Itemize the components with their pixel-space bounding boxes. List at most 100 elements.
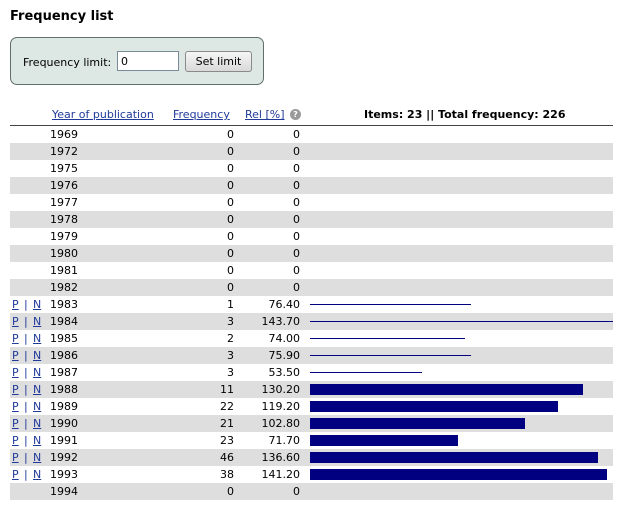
negative-filter-link[interactable]: N xyxy=(33,400,42,413)
year-cell: 1977 xyxy=(50,196,78,209)
link-separator: | xyxy=(24,366,28,379)
frequency-cell: 0 xyxy=(227,213,234,226)
rel-cell: 102.80 xyxy=(261,417,301,430)
rel-cell: 0 xyxy=(293,230,300,243)
table-row: P | N 1992 46 136.60 xyxy=(10,449,613,466)
year-cell: 1994 xyxy=(50,485,78,498)
frequency-cell: 0 xyxy=(227,264,234,277)
positive-filter-link[interactable]: P xyxy=(12,332,19,345)
table-row: P | N 1987 3 53.50 xyxy=(10,364,613,381)
items-summary: Items: 23 || Total frequency: 226 xyxy=(364,108,566,121)
negative-filter-link[interactable]: N xyxy=(33,468,42,481)
frequency-cell: 21 xyxy=(220,417,234,430)
set-limit-button[interactable]: Set limit xyxy=(185,51,252,72)
link-separator: | xyxy=(24,298,28,311)
rel-cell: 0 xyxy=(293,264,300,277)
table-row: 1982 0 0 xyxy=(10,279,613,296)
table-row: P | N 1989 22 119.20 xyxy=(10,398,613,415)
frequency-cell: 46 xyxy=(220,451,234,464)
year-cell: 1993 xyxy=(50,468,78,481)
sort-frequency-link[interactable]: Frequency xyxy=(173,108,230,121)
frequency-cell: 0 xyxy=(227,196,234,209)
frequency-cell: 0 xyxy=(227,179,234,192)
rel-cell: 119.20 xyxy=(261,400,301,413)
frequency-cell: 3 xyxy=(227,366,234,379)
negative-filter-link[interactable]: N xyxy=(33,451,42,464)
rel-cell: 76.40 xyxy=(268,298,301,311)
rel-cell: 75.90 xyxy=(268,349,301,362)
positive-filter-link[interactable]: P xyxy=(12,366,19,379)
frequency-cell: 0 xyxy=(227,145,234,158)
year-cell: 1987 xyxy=(50,366,78,379)
relative-frequency-bar xyxy=(310,469,607,480)
rel-cell: 141.20 xyxy=(261,468,301,481)
table-row: 1980 0 0 xyxy=(10,245,613,262)
rel-cell: 0 xyxy=(293,247,300,260)
negative-filter-link[interactable]: N xyxy=(33,417,42,430)
negative-filter-link[interactable]: N xyxy=(33,349,42,362)
frequency-table: 1969 0 0 1972 0 0 1975 0 0 1976 0 0 1977 0 0 1978 0 0 1979… xyxy=(10,126,613,500)
year-cell: 1983 xyxy=(50,298,78,311)
link-separator: | xyxy=(24,451,28,464)
relative-frequency-bar xyxy=(310,435,458,446)
negative-filter-link[interactable]: N xyxy=(33,332,42,345)
year-cell: 1991 xyxy=(50,434,78,447)
sort-rel-link[interactable]: Rel [%] xyxy=(245,108,285,121)
table-row: P | N 1984 3 143.70 xyxy=(10,313,613,330)
positive-filter-link[interactable]: P xyxy=(12,451,19,464)
link-separator: | xyxy=(24,349,28,362)
relative-frequency-bar xyxy=(310,372,422,373)
frequency-limit-label: Frequency limit: xyxy=(23,56,112,69)
positive-filter-link[interactable]: P xyxy=(12,298,19,311)
rel-cell: 143.70 xyxy=(261,315,301,328)
link-separator: | xyxy=(24,468,28,481)
year-cell: 1969 xyxy=(50,128,78,141)
positive-filter-link[interactable]: P xyxy=(12,383,19,396)
relative-frequency-bar xyxy=(310,418,525,429)
year-cell: 1988 xyxy=(50,383,78,396)
frequency-cell: 11 xyxy=(220,383,234,396)
positive-filter-link[interactable]: P xyxy=(12,349,19,362)
rel-cell: 0 xyxy=(293,128,300,141)
table-row: 1994 0 0 xyxy=(10,483,613,500)
negative-filter-link[interactable]: N xyxy=(33,434,42,447)
positive-filter-link[interactable]: P xyxy=(12,315,19,328)
link-separator: | xyxy=(24,400,28,413)
frequency-cell: 0 xyxy=(227,230,234,243)
negative-filter-link[interactable]: N xyxy=(33,383,42,396)
frequency-cell: 22 xyxy=(220,400,234,413)
link-separator: | xyxy=(24,383,28,396)
negative-filter-link[interactable]: N xyxy=(33,315,42,328)
page-title: Frequency list xyxy=(10,9,114,24)
rel-cell: 0 xyxy=(293,281,300,294)
positive-filter-link[interactable]: P xyxy=(12,417,19,430)
negative-filter-link[interactable]: N xyxy=(33,298,42,311)
frequency-cell: 0 xyxy=(227,162,234,175)
link-separator: | xyxy=(24,315,28,328)
relative-frequency-bar xyxy=(310,338,465,339)
positive-filter-link[interactable]: P xyxy=(12,400,19,413)
table-row: 1979 0 0 xyxy=(10,228,613,245)
negative-filter-link[interactable]: N xyxy=(33,366,42,379)
frequency-cell: 2 xyxy=(227,332,234,345)
relative-frequency-bar xyxy=(310,321,613,322)
positive-filter-link[interactable]: P xyxy=(12,434,19,447)
year-cell: 1984 xyxy=(50,315,78,328)
table-row: 1976 0 0 xyxy=(10,177,613,194)
table-row: P | N 1990 21 102.80 xyxy=(10,415,613,432)
frequency-cell: 3 xyxy=(227,349,234,362)
table-row: P | N 1993 38 141.20 xyxy=(10,466,613,483)
table-row: 1969 0 0 xyxy=(10,126,613,143)
year-cell: 1985 xyxy=(50,332,78,345)
sort-year-link[interactable]: Year of publication xyxy=(52,108,154,121)
year-cell: 1981 xyxy=(50,264,78,277)
positive-filter-link[interactable]: P xyxy=(12,468,19,481)
help-icon[interactable]: ? xyxy=(290,109,301,120)
table-row: 1981 0 0 xyxy=(10,262,613,279)
year-cell: 1972 xyxy=(50,145,78,158)
frequency-cell: 3 xyxy=(227,315,234,328)
year-cell: 1989 xyxy=(50,400,78,413)
rel-cell: 0 xyxy=(293,213,300,226)
frequency-limit-input[interactable] xyxy=(117,51,179,71)
frequency-cell: 0 xyxy=(227,247,234,260)
